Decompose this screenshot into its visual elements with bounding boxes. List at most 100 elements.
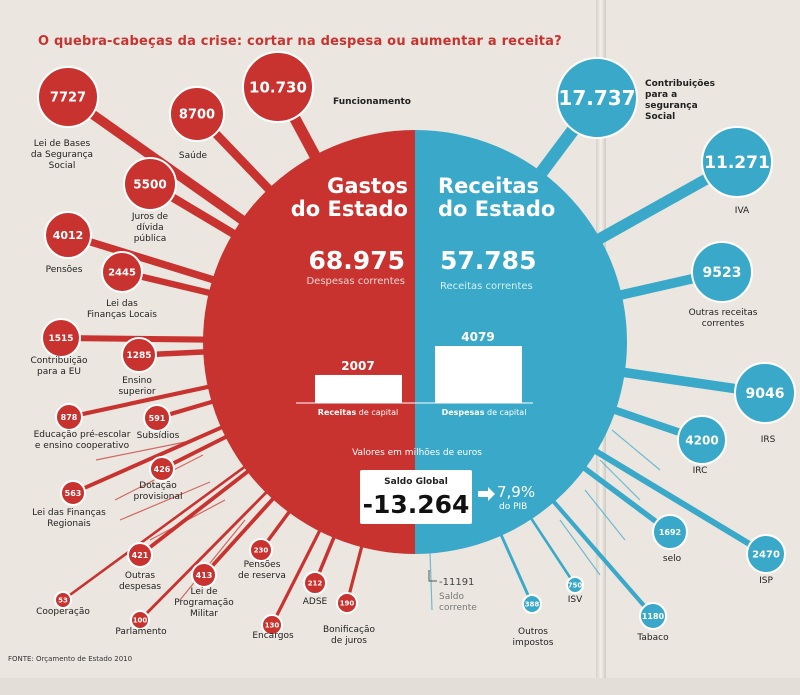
left-bubble-value: 230 <box>254 547 269 555</box>
capital-left-label-rest: de capital <box>356 408 398 417</box>
left-bubble-value: 190 <box>340 600 355 608</box>
decorative-spoke <box>119 481 211 521</box>
saldo-corrente-pointer <box>428 570 437 582</box>
left-bubble-label: despesas <box>119 582 161 592</box>
left-bubble <box>143 404 171 432</box>
right-bubble-value: 750 <box>568 582 583 590</box>
capital-left-label: Receitas de capital <box>318 408 398 417</box>
capital-left-value: 2007 <box>341 359 374 373</box>
left-bubble-label: Cooperação <box>36 607 90 617</box>
left-bubble <box>249 538 273 562</box>
left-bubble-label: para a EU <box>37 367 81 377</box>
revenue-total: 57.785 <box>440 246 536 275</box>
revenue-title: Receitas <box>438 174 539 198</box>
right-bubble <box>639 602 667 630</box>
left-bubble-label: Lei das Finanças <box>32 508 106 518</box>
left-bubble-label: de juros <box>331 636 367 646</box>
right-bubble-label: Social <box>645 112 675 122</box>
spend-spoke <box>68 382 219 420</box>
spend-spoke <box>72 421 231 495</box>
capital-bar-left <box>315 374 402 403</box>
left-bubble <box>54 591 72 609</box>
left-bubble-label: Regionais <box>47 519 91 529</box>
saldo-corrente-label: Saldo <box>439 592 464 602</box>
left-bubble-label: dívida <box>136 223 163 233</box>
decorative-spoke <box>95 439 196 461</box>
decorative-spokes <box>95 429 661 611</box>
left-bubble-label: Outras <box>125 571 156 581</box>
decorative-spoke <box>584 489 626 541</box>
right-bubble-value: 11.271 <box>704 153 770 173</box>
right-bubble <box>701 126 773 198</box>
revenue-spoke <box>586 443 768 557</box>
left-bubble-label: Finanças Locais <box>87 310 157 320</box>
saldo-global-label: Saldo Global <box>384 477 448 487</box>
left-bubble <box>127 542 153 568</box>
left-bubble-label: ADSE <box>303 597 328 607</box>
saldo-corrente-value: -11191 <box>439 577 474 588</box>
saldo-corrente-label: corrente <box>439 603 477 613</box>
left-bubble <box>41 318 81 358</box>
saldo-box <box>360 470 472 524</box>
left-bubble <box>336 592 358 614</box>
revenue-spoke <box>545 493 655 618</box>
chart-title: O quebra-cabeças da crise: cortar na des… <box>38 34 562 49</box>
capital-right-value: 4079 <box>461 330 494 344</box>
left-bubble-label: Parlamento <box>115 627 167 637</box>
right-bubble-label: IRC <box>693 466 708 476</box>
left-bubble <box>130 610 150 630</box>
left-bubble-value: 413 <box>196 571 213 580</box>
right-bubble <box>691 241 753 303</box>
left-bubble <box>121 337 157 373</box>
left-bubble <box>303 571 327 595</box>
left-bubble-value: 421 <box>132 551 149 560</box>
spend-total: 68.975 <box>309 246 405 275</box>
spend-spoke <box>202 490 281 577</box>
arrow-icon <box>478 487 495 501</box>
left-bubble-label: Educação pré-escolar <box>34 429 131 440</box>
left-bubble-value: 5500 <box>133 177 166 191</box>
right-bubble <box>677 415 727 465</box>
right-bubble-label: ISP <box>759 576 773 586</box>
revenue-total-label: Receitas correntes <box>440 281 533 292</box>
left-bubble <box>37 66 99 128</box>
capital-left-label-bold: Receitas <box>318 408 357 417</box>
right-bubble-value: 17.737 <box>558 86 635 110</box>
right-bubble-label: Outras receitas <box>689 308 758 318</box>
right-bubble <box>566 576 584 594</box>
left-bubble-value: 7727 <box>50 91 86 106</box>
right-bubble <box>522 594 542 614</box>
right-bubble-value: 2470 <box>752 550 780 561</box>
spend-spoke <box>345 537 366 604</box>
right-bubble-label: Tabaco <box>636 633 669 643</box>
left-bubble-value: 10.730 <box>249 78 307 96</box>
right-bubble-label: impostos <box>513 638 554 648</box>
left-bubble-value: 130 <box>265 622 280 630</box>
left-bubble-value: 563 <box>65 489 82 498</box>
source-note: FONTE: Orçamento de Estado 2010 <box>8 655 133 663</box>
left-bubble-value: 4012 <box>53 229 84 242</box>
left-bubble-label: Lei de <box>190 587 217 597</box>
pib-label: do PIB <box>499 502 527 512</box>
right-bubble-label: IVA <box>735 206 750 216</box>
left-bubble <box>242 51 314 123</box>
left-bubble-label: de reserva <box>238 571 286 581</box>
right-bubble-label: para a <box>645 90 677 100</box>
spend-spoke <box>270 521 326 626</box>
left-bubble-value: 100 <box>133 617 148 625</box>
decorative-spoke <box>559 519 601 576</box>
spend-spoke <box>62 460 253 602</box>
left-bubble-label: Encargos <box>252 631 294 641</box>
left-bubble <box>44 211 92 259</box>
saldo-global-value: -13.264 <box>363 490 470 519</box>
revenue-half-circle <box>415 130 627 554</box>
units-note: Valores em milhões de euros <box>352 448 482 458</box>
left-bubble-value: 8700 <box>179 108 215 123</box>
left-bubble-label: Social <box>49 161 76 171</box>
right-bubble-label: ISV <box>568 595 583 605</box>
left-bubble <box>261 614 283 636</box>
left-bubble-label: pública <box>134 234 167 244</box>
left-bubble <box>149 456 175 482</box>
right-bubble-value: 9046 <box>746 386 785 402</box>
